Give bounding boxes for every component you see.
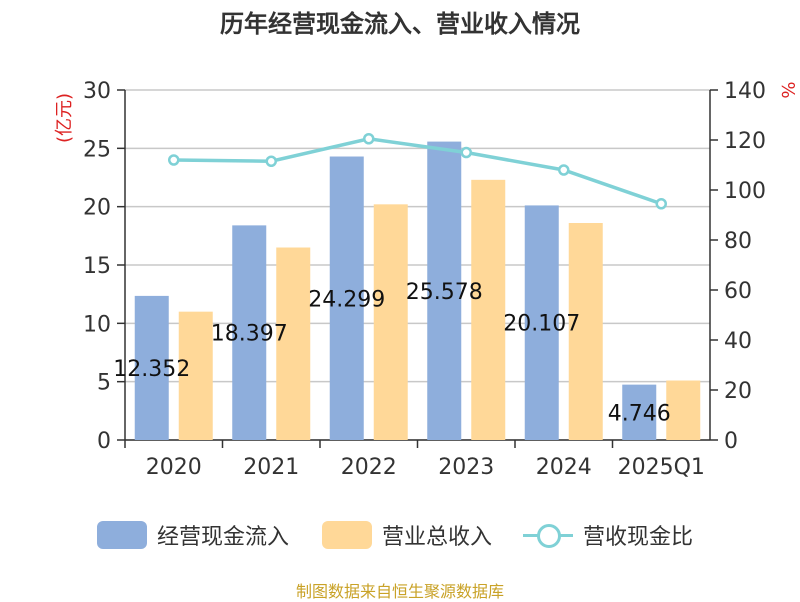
y-axis-unit: (亿元) (54, 93, 75, 143)
bar-revenue-2020 (178, 311, 213, 440)
source-note: 制图数据来自恒生聚源数据库 (295, 582, 504, 601)
legend-label-cash-inflow: 经营现金流入 (157, 525, 290, 550)
data-label-cash-inflow-2025Q1: 4.746 (608, 401, 671, 426)
bar-cash-inflow-2022 (329, 156, 364, 441)
y2-tick-label-60: 60 (724, 279, 752, 304)
data-label-cash-inflow-2023: 25.578 (406, 280, 483, 305)
y-tick-label-25: 25 (83, 137, 111, 162)
point-ratio-2024 (558, 164, 570, 176)
data-label-cash-inflow-2020: 12.352 (113, 357, 190, 382)
bar-revenue-2025Q1 (666, 380, 701, 440)
legend-label-revenue: 营业总收入 (382, 525, 493, 550)
y-tick-label-5: 5 (97, 371, 111, 396)
point-ratio-2023 (460, 146, 472, 159)
legend-swatch-cash-inflow (97, 521, 147, 549)
point-ratio-2021 (265, 155, 277, 167)
bar-revenue-2023 (471, 179, 506, 441)
legend-label-ratio: 营收现金比 (583, 525, 694, 550)
point-ratio-2025Q1 (655, 198, 667, 210)
bar-revenue-2022 (373, 204, 408, 440)
bar-revenue-2024 (568, 223, 603, 440)
y-tick-label-10: 10 (83, 312, 111, 337)
x-tick-label-2024: 2024 (536, 455, 592, 480)
x-tick-label-2021: 2021 (243, 455, 299, 480)
bar-cash-inflow-2025Q1 (622, 384, 657, 440)
x-tick-label-2022: 2022 (341, 455, 397, 480)
legend-swatch-ratio (523, 521, 573, 549)
chart-title: 历年经营现金流入、营业收入情况 (220, 10, 580, 38)
y2-tick-label-120: 120 (724, 129, 766, 154)
data-label-cash-inflow-2022: 24.299 (308, 287, 385, 312)
y2-axis-unit: % (777, 81, 798, 98)
y2-tick-label-0: 0 (724, 429, 738, 454)
point-ratio-2022 (363, 133, 375, 145)
bar-cash-inflow-2021 (232, 225, 267, 440)
legend-item-ratio[interactable]: 营收现金比 (523, 515, 693, 555)
y-tick-label-30: 30 (83, 79, 111, 104)
line-ratio (173, 136, 662, 206)
point-ratio-2020 (168, 154, 180, 166)
bar-revenue-2021 (276, 247, 311, 440)
y2-tick-label-140: 140 (724, 79, 766, 104)
x-tick-label-2025Q1: 2025Q1 (618, 455, 705, 480)
bar-cash-inflow-2023 (427, 141, 462, 440)
data-label-cash-inflow-2024: 20.107 (503, 312, 580, 337)
legend-item-cash-inflow[interactable]: 经营现金流入 (97, 515, 289, 555)
y-tick-label-15: 15 (83, 254, 111, 279)
y2-tick-label-80: 80 (724, 229, 752, 254)
y2-tick-label-40: 40 (724, 329, 752, 354)
x-tick-label-2023: 2023 (438, 455, 494, 480)
x-tick-label-2020: 2020 (146, 455, 202, 480)
data-label-cash-inflow-2021: 18.397 (211, 322, 288, 347)
y-tick-label-20: 20 (83, 196, 111, 221)
legend: 经营现金流入 营业总收入 营收现金比 (0, 515, 800, 555)
bar-cash-inflow-2020 (134, 295, 169, 440)
bar-cash-inflow-2024 (524, 205, 559, 440)
legend-swatch-revenue (322, 521, 372, 549)
y2-tick-label-100: 100 (724, 179, 766, 204)
legend-item-revenue[interactable]: 营业总收入 (322, 515, 492, 555)
y-tick-label-0: 0 (97, 429, 111, 454)
y2-tick-label-20: 20 (724, 379, 752, 404)
